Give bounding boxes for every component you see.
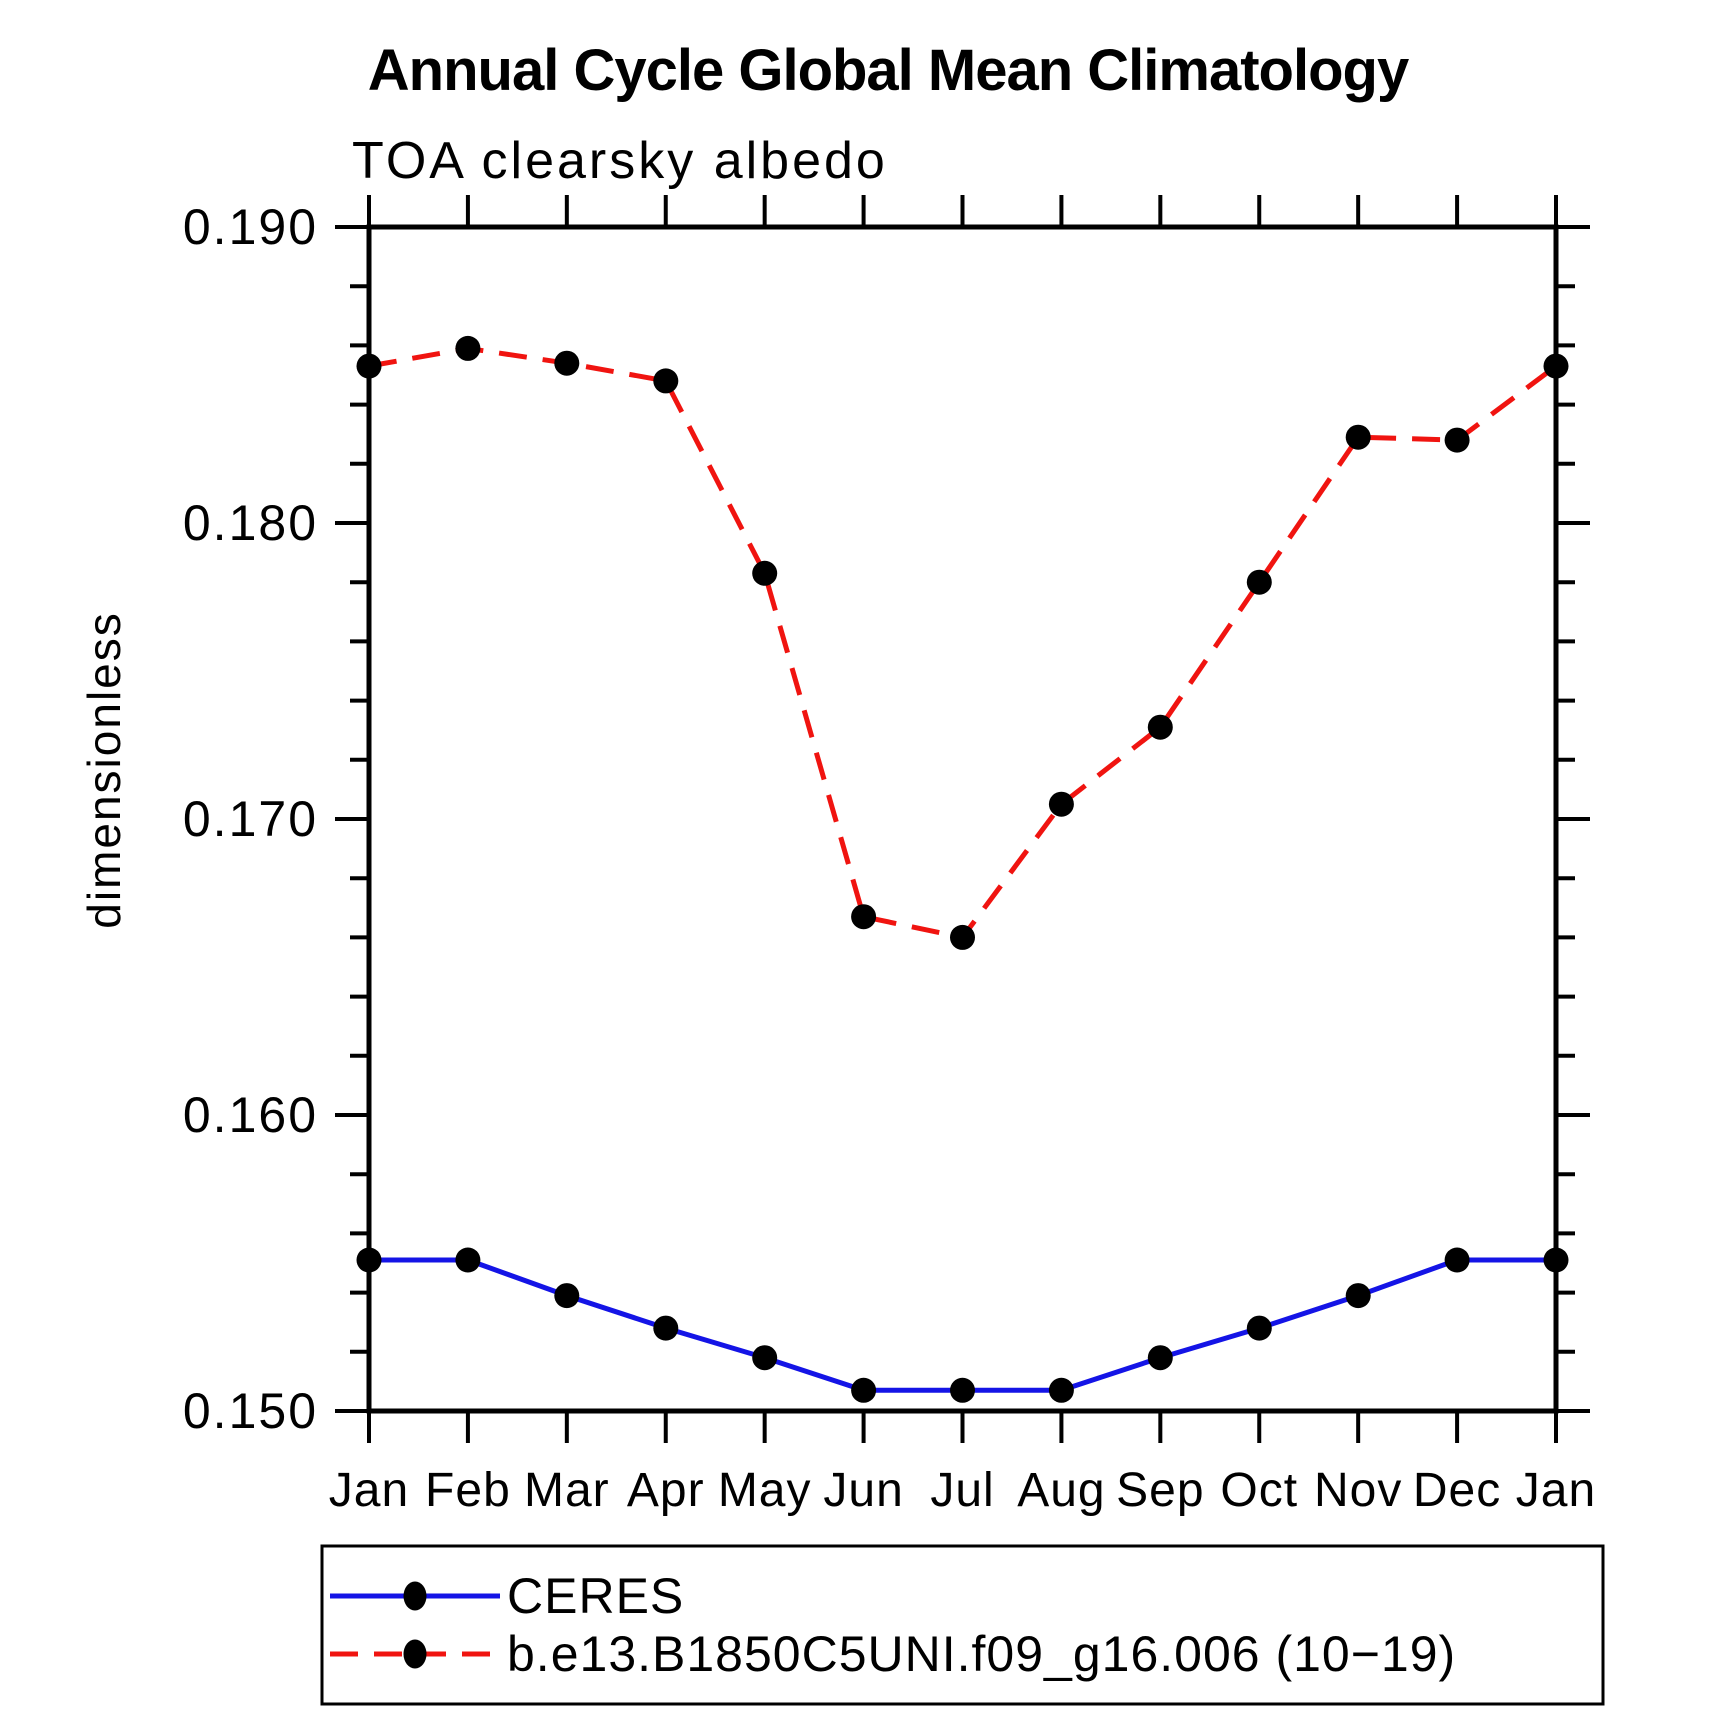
data-point xyxy=(1147,714,1173,740)
y-tick-labels: 0.190 0.180 0.170 0.160 0.150 xyxy=(183,199,318,1439)
data-point xyxy=(455,1247,481,1273)
x-tick-label: Jan xyxy=(329,1464,409,1517)
chart-subtitle: TOA clearsky albedo xyxy=(352,132,888,190)
plot-axes xyxy=(335,195,1590,1443)
x-tick-label: Sep xyxy=(1116,1464,1204,1517)
legend-box xyxy=(320,1544,1605,1706)
data-point xyxy=(1345,1283,1371,1309)
data-point xyxy=(950,1377,975,1403)
x-tick-label: Jul xyxy=(930,1464,994,1517)
x-tick-label: Jun xyxy=(823,1464,903,1517)
x-tick-label: Feb xyxy=(425,1464,511,1517)
plot-border xyxy=(366,224,1559,1414)
data-point xyxy=(554,1283,580,1309)
data-point xyxy=(752,560,778,586)
x-tick-label: Jan xyxy=(1516,1464,1596,1517)
x-tick-labels: Jan Feb Mar Apr May Jun Jul Aug Sep Oct Nov Dec Jan xyxy=(329,1464,1596,1517)
data-point xyxy=(1246,569,1272,595)
x-tick-label: Aug xyxy=(1017,1464,1105,1517)
x-tick-label: Apr xyxy=(627,1464,705,1517)
data-point xyxy=(356,353,382,379)
data-point xyxy=(1147,1345,1173,1371)
data-point xyxy=(1543,353,1569,379)
data-point xyxy=(653,368,679,394)
data-point xyxy=(356,1247,382,1273)
y-tick-label: 0.190 xyxy=(183,199,318,255)
y-tick-label: 0.150 xyxy=(183,1383,318,1439)
y-tick-label: 0.180 xyxy=(183,495,318,551)
data-series xyxy=(356,335,1569,1403)
x-tick-label: May xyxy=(718,1464,812,1517)
data-point xyxy=(1246,1315,1272,1341)
data-point xyxy=(554,350,580,376)
x-tick-label: Mar xyxy=(524,1464,610,1517)
legend-line-samples xyxy=(330,1581,500,1669)
series-line-model xyxy=(368,345,1558,941)
data-point xyxy=(1444,427,1470,453)
data-point xyxy=(455,335,481,361)
legend-sample-marker xyxy=(403,1639,427,1669)
series-line-ceres xyxy=(369,1257,1556,1393)
legend-label-ceres: CERES xyxy=(507,1568,684,1624)
data-point xyxy=(1345,424,1371,450)
data-point xyxy=(1048,1377,1074,1403)
y-tick-label: 0.160 xyxy=(183,1087,318,1143)
y-tick-label: 0.170 xyxy=(183,791,318,847)
data-point xyxy=(851,1377,877,1403)
data-point xyxy=(653,1315,679,1341)
data-point xyxy=(752,1345,778,1371)
data-point xyxy=(1543,1247,1569,1273)
data-point xyxy=(851,904,877,930)
x-tick-label: Nov xyxy=(1314,1464,1402,1517)
x-tick-label: Oct xyxy=(1220,1464,1298,1517)
data-point xyxy=(1444,1247,1470,1273)
legend: CERES b.e13.B1850C5UNI.f09_g16.006 (10−1… xyxy=(320,1544,1605,1706)
x-tick-label: Dec xyxy=(1413,1464,1501,1517)
data-point xyxy=(950,924,975,950)
legend-sample-marker xyxy=(403,1581,427,1611)
data-point xyxy=(1048,791,1074,817)
y-axis-title: dimensionless xyxy=(78,611,130,928)
legend-label-model: b.e13.B1850C5UNI.f09_g16.006 (10−19) xyxy=(507,1626,1456,1682)
chart-title: Annual Cycle Global Mean Climatology xyxy=(368,38,1409,103)
